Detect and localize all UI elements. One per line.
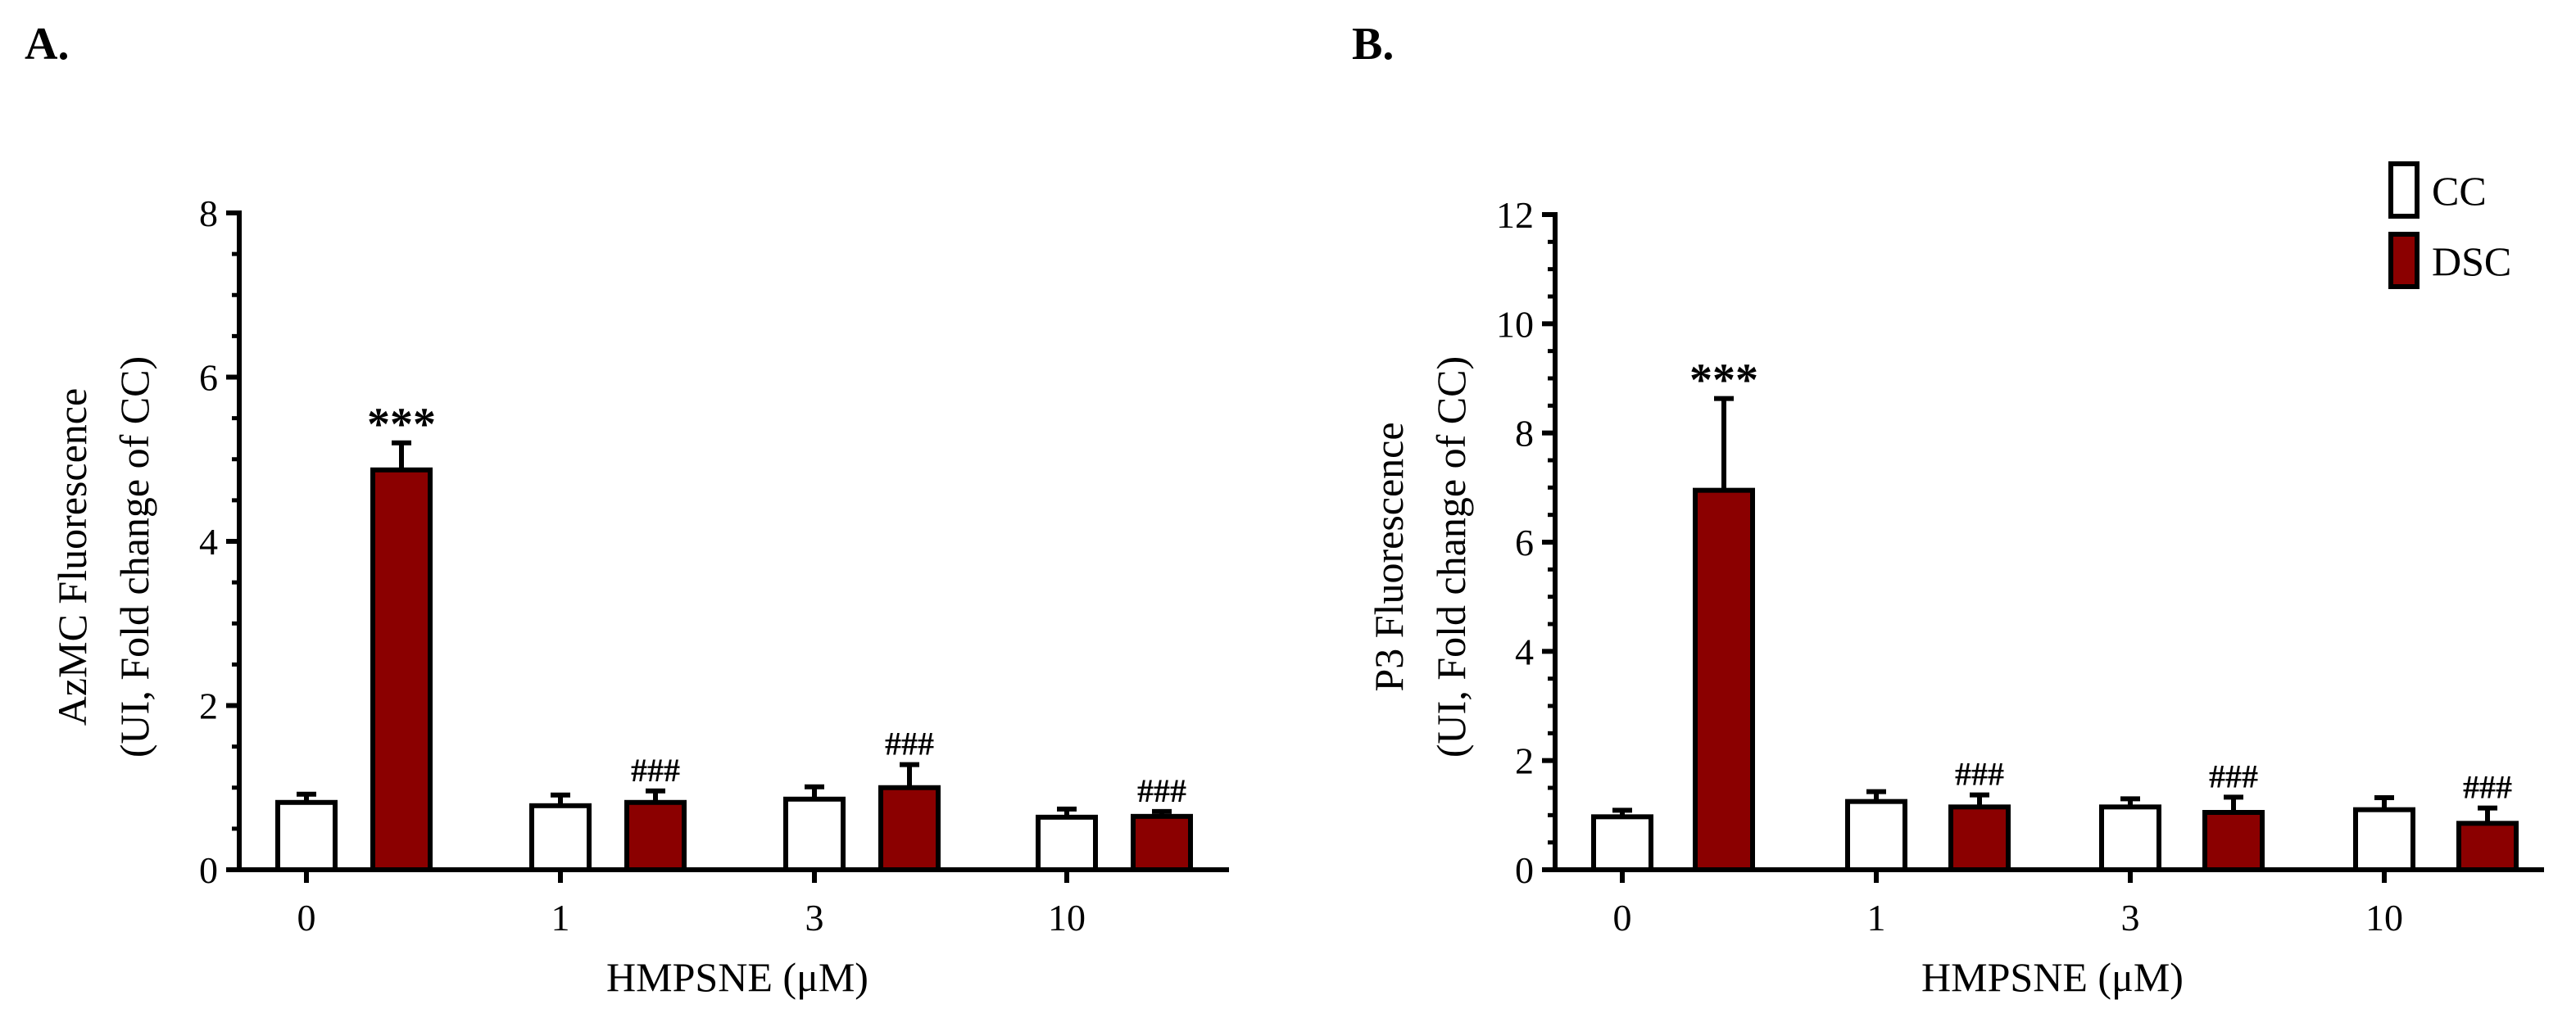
legend-swatch-cc (2388, 161, 2420, 219)
y-tick-label-b-6: 6 (1515, 522, 1534, 563)
x-tick-label-b-10: 10 (2365, 897, 2403, 939)
bar-a-cc-10 (1036, 814, 1098, 873)
y-tick-label-b-8: 8 (1515, 413, 1534, 455)
bar-a-cc-3 (783, 796, 846, 872)
legend-swatch-dsc (2388, 232, 2420, 289)
significance-annotation-a-3: ### (885, 726, 934, 762)
bar-a-cc-1 (529, 803, 592, 872)
significance-annotation-b-10: ### (2463, 769, 2512, 806)
bar-b-cc-1 (1845, 798, 1907, 873)
x-tick-label-b-0: 0 (1613, 897, 1632, 939)
y-axis-title-a-line2: (UI, Fold change of CC) (111, 356, 157, 758)
y-axis-title-b-line2: (UI, Fold change of CC) (1428, 356, 1474, 758)
x-tick-label-a-0: 0 (297, 897, 316, 939)
y-tick-label-b-10: 10 (1496, 303, 1534, 345)
significance-annotation-b-0: *** (1689, 355, 1758, 406)
y-tick-label-a-2: 2 (199, 685, 218, 727)
y-axis-title-b-line1: P3 Fluorescence (1366, 422, 1412, 691)
x-tick-label-b-3: 3 (2121, 897, 2140, 939)
bar-b-cc-0 (1591, 814, 1653, 872)
bar-b-cc-10 (2353, 807, 2415, 873)
significance-annotation-a-0: *** (367, 400, 436, 450)
x-axis-title-a: HMPSNE (μM) (606, 954, 868, 1000)
y-tick-label-b-12: 12 (1496, 194, 1534, 236)
bar-a-cc-0 (275, 799, 338, 872)
bar-b-dsc-0 (1693, 487, 1755, 873)
x-tick-label-b-1: 1 (1867, 897, 1886, 939)
y-tick-label-b-0: 0 (1515, 849, 1534, 891)
x-tick-label-a-1: 1 (551, 897, 570, 939)
bar-b-dsc-3 (2202, 810, 2265, 872)
y-tick-label-a-6: 6 (199, 357, 218, 399)
significance-annotation-b-1: ### (1955, 756, 2004, 793)
legend-label-cc: CC (2432, 168, 2487, 214)
y-tick-label-a-4: 4 (199, 521, 218, 563)
legend-label-dsc: DSC (2432, 238, 2511, 284)
plot-area-a: *** ### ### ### 0 2 4 6 8 0 1 3 10 (199, 192, 1229, 939)
y-tick-label-b-4: 4 (1515, 631, 1534, 672)
bar-a-dsc-3 (878, 785, 941, 872)
plot-area-b: *** ### ### ### 0 2 4 6 8 10 12 0 1 3 10 (1496, 194, 2544, 939)
bar-a-dsc-10 (1131, 813, 1193, 873)
y-axis-title-a-line1: AzMC Fluorescence (49, 388, 95, 726)
bar-a-dsc-1 (624, 799, 687, 872)
y-tick-label-a-8: 8 (199, 192, 218, 234)
panel-label-b: B. (1352, 19, 1394, 70)
legend: CC DSC (2388, 161, 2511, 289)
bar-a-dsc-0 (370, 467, 433, 872)
y-tick-label-a-0: 0 (199, 849, 218, 891)
x-tick-label-a-3: 3 (805, 897, 824, 939)
y-tick-label-b-2: 2 (1515, 740, 1534, 782)
significance-annotation-a-1: ### (631, 752, 680, 789)
x-axis-title-b: HMPSNE (μM) (1921, 954, 2184, 1000)
panel-label-a: A. (25, 19, 69, 70)
bar-b-dsc-10 (2456, 821, 2519, 872)
bar-b-cc-3 (2099, 804, 2161, 872)
bar-b-dsc-1 (1948, 804, 2011, 872)
x-tick-label-a-10: 10 (1048, 897, 1086, 939)
significance-annotation-a-10: ### (1137, 772, 1186, 809)
significance-annotation-b-3: ### (2209, 758, 2258, 794)
